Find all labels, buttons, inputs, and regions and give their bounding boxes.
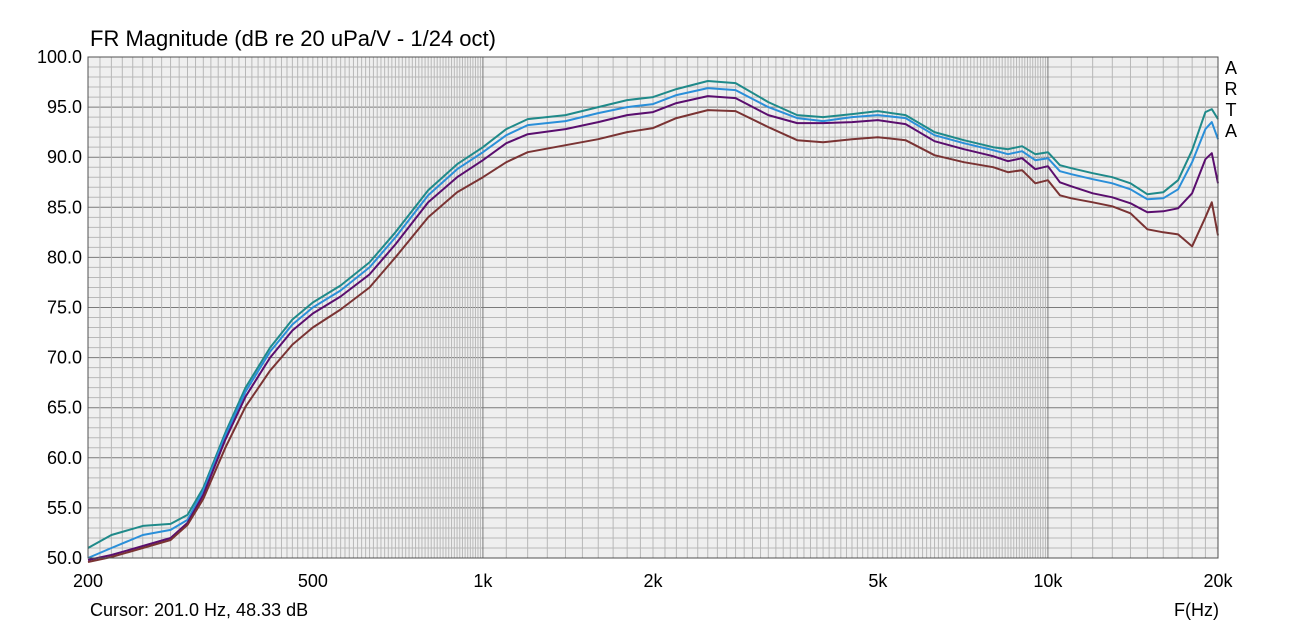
series-group (87, 80, 1219, 563)
x-tick-label: 200 (73, 571, 103, 591)
x-tick-label: 5k (868, 571, 888, 591)
logo-letter: R (1224, 79, 1238, 99)
logo-letter: A (1224, 121, 1237, 141)
series-line-3[interactable] (87, 95, 1219, 561)
y-tick-label: 100.0 (37, 47, 82, 67)
logo-letter: A (1224, 58, 1237, 78)
x-axis: 200 500 1k 2k 5k 10k 20k (73, 571, 1234, 591)
plot-border (87, 56, 1219, 559)
y-tick-label: 80.0 (47, 247, 82, 267)
y-tick-label: 85.0 (47, 197, 82, 217)
y-axis: 50.0 55.0 60.0 65.0 70.0 75.0 80.0 85.0 90.0 95.0… (37, 47, 82, 568)
y-tick-label: 75.0 (47, 298, 82, 318)
x-axis-label: F(Hz) (1174, 600, 1219, 620)
series-line-1[interactable] (87, 80, 1219, 549)
y-tick-label: 55.0 (47, 498, 82, 518)
y-tick-label: 65.0 (47, 398, 82, 418)
series-line-4[interactable] (87, 109, 1219, 563)
x-tick-label: 2k (643, 571, 663, 591)
y-tick-label: 50.0 (47, 548, 82, 568)
x-tick-label: 1k (473, 571, 493, 591)
logo-letter: T (1225, 100, 1237, 120)
x-tick-label: 20k (1203, 571, 1233, 591)
y-tick-label: 70.0 (47, 348, 82, 368)
y-tick-label: 90.0 (47, 147, 82, 167)
x-tick-label: 500 (298, 571, 328, 591)
y-tick-label: 95.0 (47, 97, 82, 117)
y-tick-label: 60.0 (47, 448, 82, 468)
grid (88, 57, 1218, 558)
series-line-2[interactable] (87, 87, 1219, 559)
cursor-readout: Cursor: 201.0 Hz, 48.33 dB (90, 600, 309, 620)
x-tick-label: 10k (1033, 571, 1063, 591)
arta-logo: A R T A (1224, 58, 1238, 142)
chart-title: FR Magnitude (dB re 20 uPa/V - 1/24 oct) (90, 26, 496, 51)
